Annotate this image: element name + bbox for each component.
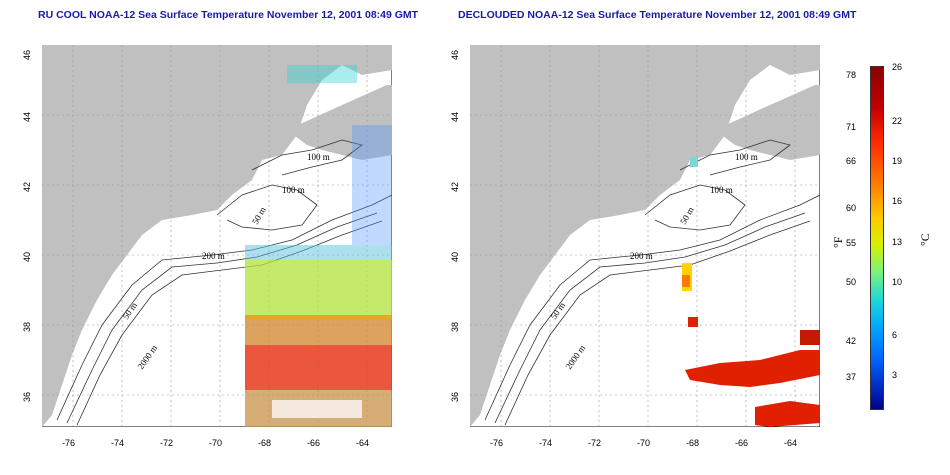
contour-label: 100 m (735, 152, 758, 162)
c-tick: 16 (892, 196, 903, 206)
lon-tick: -66 (307, 438, 321, 448)
right-map-title: DECLOUDED NOAA-12 Sea Surface Temperatur… (458, 9, 857, 21)
lat-tick: 46 (22, 49, 32, 60)
left-sst-data (245, 65, 392, 427)
c-tick: 22 (892, 116, 903, 126)
lon-tick: -72 (160, 438, 174, 448)
temperature-colorbar (870, 66, 884, 410)
contour-label: 200 m (630, 251, 653, 261)
left-contours (56, 139, 392, 426)
right-map-svg: 100 m 100 m 50 m 200 m 50 m 2000 m (470, 45, 820, 427)
left-map-svg: 100 m 100 m 50 m 200 m 50 m 2000 m (42, 45, 392, 427)
lon-tick: -68 (258, 438, 272, 448)
right-nova-scotia (715, 85, 820, 160)
f-tick: 66 (846, 156, 857, 166)
f-tick: 78 (846, 70, 857, 80)
celsius-unit: °C (918, 233, 932, 246)
lat-tick: 36 (22, 391, 32, 402)
lat-tick: 42 (450, 181, 460, 192)
lon-tick: -66 (735, 438, 749, 448)
f-tick: 55 (846, 238, 857, 248)
c-tick: 6 (892, 330, 898, 340)
left-sst-map: 100 m 100 m 50 m 200 m 50 m 2000 m (42, 45, 392, 427)
lon-tick: -76 (490, 438, 504, 448)
lat-tick: 38 (450, 321, 460, 332)
lon-tick: -74 (539, 438, 553, 448)
lat-tick: 46 (450, 49, 460, 60)
right-sst-map: 100 m 100 m 50 m 200 m 50 m 2000 m (470, 45, 820, 427)
lon-tick: -64 (356, 438, 370, 448)
lon-tick: -70 (209, 438, 223, 448)
lon-tick: -68 (686, 438, 700, 448)
lon-tick: -76 (62, 438, 76, 448)
lon-tick: -64 (784, 438, 798, 448)
lat-tick: 40 (22, 251, 32, 262)
contour-label: 100 m (710, 185, 733, 195)
lon-tick: -74 (111, 438, 125, 448)
right-contours (484, 139, 820, 426)
right-land (470, 45, 820, 427)
lat-tick: 44 (450, 111, 460, 122)
c-tick: 3 (892, 370, 898, 380)
lon-tick: -72 (588, 438, 602, 448)
f-tick: 37 (846, 372, 857, 382)
lat-tick: 42 (22, 181, 32, 192)
contour-label: 100 m (307, 152, 330, 162)
left-map-title: RU COOL NOAA-12 Sea Surface Temperature … (38, 9, 419, 21)
right-sst-data (682, 157, 820, 427)
left-nova-scotia (287, 85, 392, 160)
lat-tick: 38 (22, 321, 32, 332)
lat-tick: 44 (22, 111, 32, 122)
contour-label: 200 m (202, 251, 225, 261)
f-tick: 50 (846, 277, 857, 287)
c-tick: 19 (892, 156, 903, 166)
left-land (42, 45, 392, 427)
contour-label: 100 m (282, 185, 305, 195)
right-grid (470, 45, 820, 427)
c-tick: 26 (892, 62, 903, 72)
fahrenheit-unit: °F (831, 236, 845, 248)
lat-tick: 36 (450, 391, 460, 402)
lat-tick: 40 (450, 251, 460, 262)
c-tick: 10 (892, 277, 903, 287)
lon-tick: -70 (637, 438, 651, 448)
f-tick: 71 (846, 122, 857, 132)
f-tick: 42 (846, 336, 857, 346)
c-tick: 13 (892, 237, 903, 247)
f-tick: 60 (846, 203, 857, 213)
